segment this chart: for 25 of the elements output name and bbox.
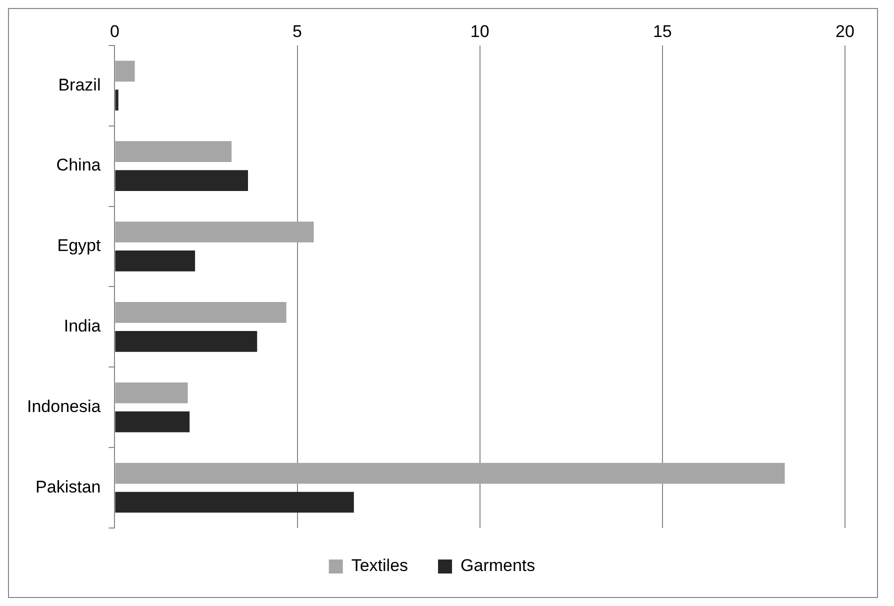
- bar: [115, 330, 258, 352]
- y-tick-label: Brazil: [58, 75, 101, 94]
- bar: [115, 141, 232, 162]
- bar: [115, 302, 286, 323]
- bar: [115, 462, 785, 484]
- y-tick-label: Pakistan: [36, 477, 101, 496]
- legend-label: Textiles: [351, 556, 408, 576]
- bar: [115, 60, 135, 82]
- bar: [115, 90, 118, 111]
- bar: [115, 170, 248, 191]
- bar: [115, 250, 196, 272]
- y-tick-label: Egypt: [57, 236, 101, 256]
- bar: [115, 492, 354, 513]
- bar: [115, 411, 190, 432]
- legend-label: Garments: [460, 556, 536, 576]
- y-tick-label: India: [64, 316, 102, 336]
- x-tick-label: 20: [836, 22, 854, 41]
- y-tick-label: China: [56, 156, 102, 175]
- bar: [115, 222, 314, 242]
- x-tick-label: 0: [110, 22, 120, 41]
- y-tick-label: Indonesia: [26, 397, 102, 416]
- x-tick-label: 5: [292, 22, 302, 41]
- bar: [115, 382, 188, 404]
- x-tick-label: 15: [652, 22, 672, 41]
- x-tick-label: 10: [470, 22, 490, 41]
